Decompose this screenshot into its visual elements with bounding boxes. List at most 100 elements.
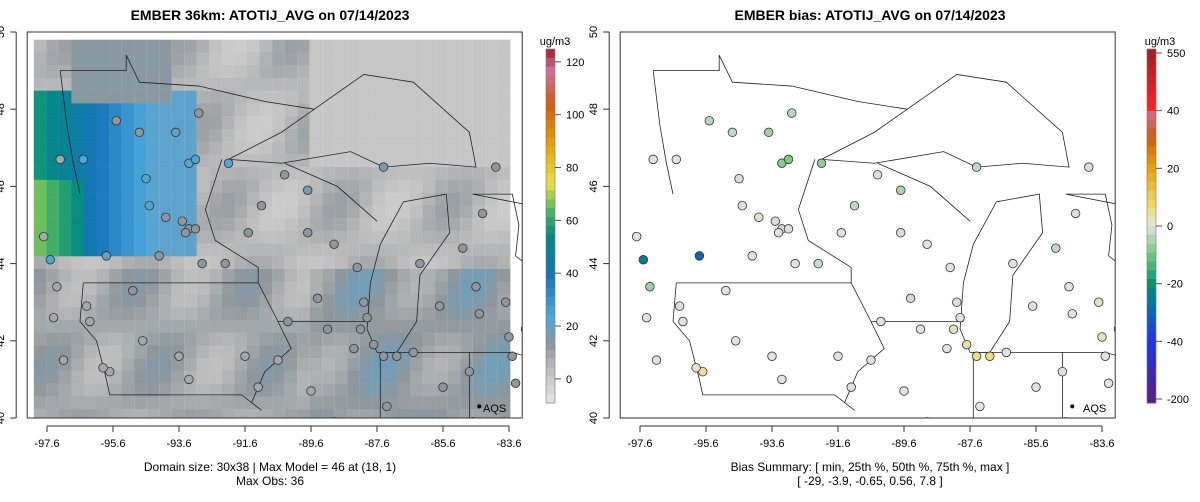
model-grid-cell: [447, 230, 461, 244]
model-grid-cell: [472, 218, 486, 232]
site-marker: [790, 258, 800, 269]
site-marker: [243, 228, 254, 238]
model-grid-cell: [159, 281, 172, 295]
model-grid-cell: [284, 409, 298, 418]
boundary-line: [1065, 193, 1116, 262]
model-grid-cell: [472, 269, 486, 283]
model-grid-cell: [184, 281, 197, 295]
model-grid-cell: [171, 409, 185, 418]
model-grid-cell: [422, 103, 436, 117]
model-grid-cell: [460, 319, 473, 333]
model-grid-cell: [309, 179, 323, 193]
model-grid-cell: [196, 90, 210, 104]
model-grid-cell: [309, 396, 323, 410]
site-marker: [510, 378, 521, 388]
model-grid-cell: [497, 396, 511, 410]
site-marker: [1027, 301, 1038, 311]
site-marker: [501, 297, 511, 307]
model-grid-cell: [397, 370, 411, 384]
model-grid-cell: [146, 256, 160, 270]
site-marker: [322, 324, 333, 334]
model-grid-cell: [372, 192, 385, 206]
model-grid-cell: [472, 409, 486, 418]
model-grid-cell: [322, 154, 335, 168]
model-grid-cell: [33, 116, 47, 130]
boundary-line: [653, 54, 908, 110]
model-grid-cell: [384, 358, 398, 372]
model-grid-cell: [334, 307, 348, 321]
model-grid-cell: [96, 332, 110, 346]
colorbar-tick-label: 550: [1167, 48, 1185, 60]
model-grid-cell: [297, 141, 310, 155]
model-grid-cell: [497, 281, 511, 295]
y-tick-label: 46: [0, 180, 7, 192]
right-footer-1: Bias Summary: [ min, 25th %, 50th %, 75t…: [731, 460, 1010, 474]
model-grid-cell: [184, 77, 197, 91]
model-grid-cell: [71, 230, 85, 244]
model-grid-cell: [384, 294, 398, 308]
model-grid-cell: [146, 218, 160, 232]
model-grid-cell: [359, 192, 373, 206]
model-grid-cell: [485, 179, 498, 193]
colorbar-segment: [1147, 57, 1156, 68]
site-marker: [477, 208, 488, 219]
colorbar-segment: [546, 217, 555, 227]
model-grid-cell: [159, 116, 172, 130]
model-grid-cell: [58, 77, 72, 91]
site-marker: [45, 255, 56, 265]
model-grid-cell: [33, 218, 47, 232]
model-grid-cell: [422, 332, 436, 346]
model-grid-cell: [410, 218, 423, 232]
model-grid-cell: [246, 370, 260, 384]
colorbar-segment: [546, 323, 555, 333]
model-grid-cell: [347, 90, 360, 104]
model-grid-cell: [334, 396, 348, 410]
model-grid-cell: [309, 192, 323, 206]
model-grid-cell: [422, 128, 436, 142]
site-marker: [1100, 351, 1111, 361]
model-grid-cell: [384, 370, 398, 384]
model-grid-cell: [96, 167, 110, 181]
model-grid-cell: [485, 77, 498, 91]
model-grid-cell: [272, 243, 285, 257]
model-grid-cell: [46, 116, 59, 130]
model-grid-cell: [83, 128, 97, 142]
model-grid-cell: [259, 39, 273, 53]
boundary-line: [469, 351, 523, 356]
model-grid-cell: [246, 307, 260, 321]
model-grid-cell: [359, 230, 373, 244]
model-grid-cell: [71, 332, 85, 346]
left-aqs-label: AQS: [483, 403, 506, 415]
model-grid-cell: [184, 192, 197, 206]
site-marker: [816, 158, 827, 168]
model-grid-cell: [297, 116, 310, 130]
colorbar-segment: [1147, 155, 1156, 165]
model-grid-cell: [121, 345, 135, 359]
model-grid-cell: [221, 383, 235, 397]
model-grid-cell: [96, 345, 110, 359]
model-grid-cell: [246, 116, 260, 130]
model-grid-cell: [272, 141, 285, 155]
model-grid-cell: [134, 39, 147, 53]
model-grid-cell: [234, 192, 248, 206]
model-grid-cell: [184, 319, 197, 333]
site-marker: [731, 336, 741, 346]
model-grid-cell: [485, 218, 498, 232]
model-grid-cell: [246, 332, 260, 346]
model-grid-cell: [33, 167, 47, 181]
map-content: [33, 39, 523, 418]
model-grid-cell: [322, 307, 335, 321]
model-grid-cell: [234, 179, 248, 193]
model-grid-cell: [221, 128, 235, 142]
model-grid-cell: [146, 90, 160, 104]
model-grid-cell: [309, 141, 323, 155]
site-marker: [754, 212, 764, 222]
model-grid-cell: [71, 128, 85, 142]
model-grid-cell: [410, 90, 423, 104]
model-grid-cell: [58, 230, 72, 244]
model-grid-cell: [372, 370, 385, 384]
colorbar-segment: [1147, 137, 1156, 147]
model-grid-cell: [83, 141, 97, 155]
model-grid-cell: [447, 307, 461, 321]
model-grid-cell: [71, 345, 85, 359]
